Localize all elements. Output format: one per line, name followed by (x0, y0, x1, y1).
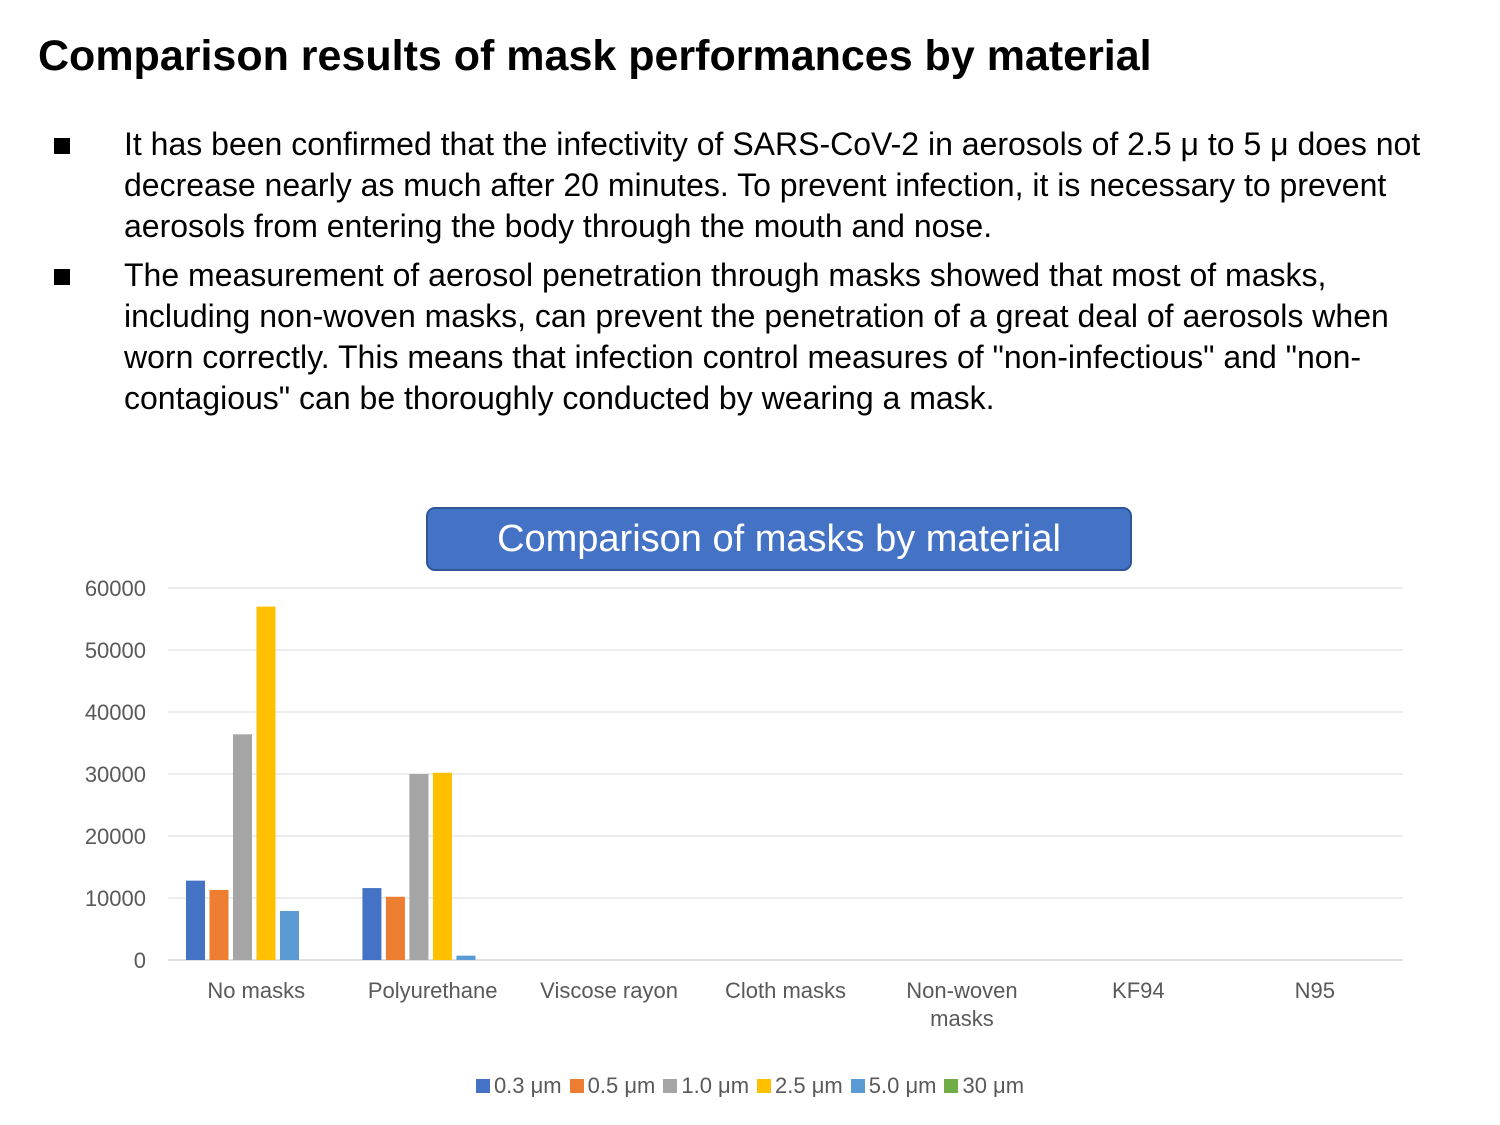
legend-label: 30 μm (962, 1073, 1025, 1098)
bar (432, 772, 452, 960)
legend-label: 5.0 μm (868, 1073, 937, 1098)
legend-swatch (475, 1079, 490, 1093)
legend-swatch (944, 1079, 959, 1093)
x-tick-label: Non-woven masks (906, 978, 1017, 1031)
x-tick-label: Cloth masks (725, 978, 846, 1003)
bar (209, 889, 229, 960)
bullet-item: It has been confirmed that the infectivi… (54, 124, 1454, 247)
x-tick-label: Polyurethane (368, 978, 498, 1003)
legend-label: 1.0 μm (681, 1073, 750, 1098)
bar (456, 955, 476, 960)
chart-title: Comparison of masks by material (426, 507, 1132, 571)
bar (186, 880, 205, 960)
legend-item: 2.5 μm (757, 1073, 843, 1099)
y-tick-label: 60000 (85, 576, 146, 601)
x-tick-label: N95 (1295, 978, 1335, 1003)
y-tick-label: 30000 (85, 762, 146, 787)
y-tick-label: 20000 (85, 824, 146, 849)
bullet-list: It has been confirmed that the infectivi… (54, 124, 1454, 427)
bar (385, 896, 405, 960)
legend-swatch (569, 1079, 584, 1093)
legend-swatch (663, 1079, 678, 1093)
bar (409, 774, 429, 960)
bar (256, 606, 276, 960)
legend-item: 0.5 μm (569, 1073, 656, 1099)
x-tick-label: Viscose rayon (540, 978, 678, 1003)
legend-label: 2.5 μm (775, 1073, 843, 1098)
legend-item: 1.0 μm (663, 1073, 749, 1099)
legend-swatch (850, 1079, 865, 1093)
y-tick-label: 0 (134, 948, 146, 973)
chart-legend: 0.3 μm 0.5 μm 1.0 μm 2.5 μm 5.0 μm 30 μm (0, 1073, 1500, 1099)
legend-item: 30 μm (944, 1073, 1024, 1099)
bullet-text: It has been confirmed that the infectivi… (124, 126, 1421, 244)
legend-label: 0.3 μm (493, 1073, 562, 1098)
bar (280, 911, 299, 960)
legend-swatch (757, 1079, 772, 1093)
legend-label: 0.5 μm (587, 1073, 656, 1098)
x-tick-label: No masks (207, 978, 305, 1003)
bullet-item: The measurement of aerosol penetration t… (54, 255, 1454, 419)
legend-item: 0.3 μm (475, 1073, 562, 1099)
y-tick-label: 40000 (85, 700, 146, 725)
bar (233, 734, 252, 960)
x-tick-label: KF94 (1112, 978, 1165, 1003)
square-bullet-icon (54, 269, 70, 285)
y-tick-label: 10000 (85, 886, 146, 911)
y-tick-label: 50000 (85, 638, 146, 663)
legend-item: 5.0 μm (850, 1073, 937, 1099)
bar (362, 888, 382, 960)
slide-title: Comparison results of mask performances … (38, 32, 1152, 80)
square-bullet-icon (54, 138, 70, 154)
bullet-text: The measurement of aerosol penetration t… (124, 257, 1389, 416)
